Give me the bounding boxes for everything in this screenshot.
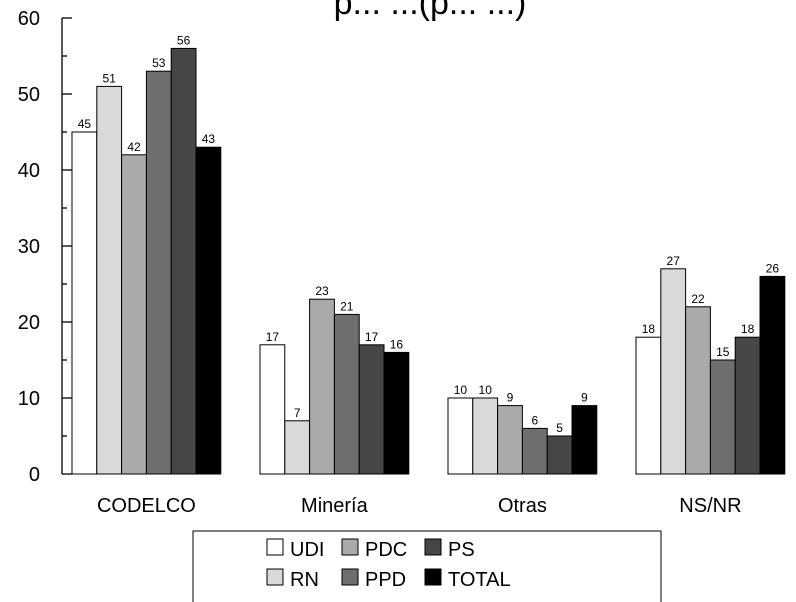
y-tick-label: 60 bbox=[18, 8, 40, 30]
legend-swatch bbox=[341, 568, 359, 586]
bar bbox=[121, 154, 147, 475]
bar bbox=[635, 336, 662, 475]
data-label: 18 bbox=[642, 322, 656, 336]
legend-items: UDI RN PDC PPD PS TOTAL bbox=[266, 538, 511, 591]
bar bbox=[571, 405, 598, 475]
bar bbox=[284, 420, 311, 475]
legend-label: PS bbox=[448, 539, 475, 561]
legend-swatch bbox=[266, 568, 284, 586]
data-label: 26 bbox=[766, 261, 780, 275]
data-label: 17 bbox=[266, 330, 280, 344]
data-label: 56 bbox=[177, 33, 191, 47]
bar bbox=[660, 268, 687, 475]
bar bbox=[170, 47, 197, 475]
data-label: 45 bbox=[78, 117, 92, 131]
bars bbox=[71, 47, 786, 475]
bar bbox=[759, 275, 786, 475]
data-label: 51 bbox=[103, 71, 117, 85]
legend-swatch bbox=[424, 568, 442, 586]
data-label: 16 bbox=[390, 337, 404, 351]
data-label: 43 bbox=[202, 132, 216, 146]
legend-swatch bbox=[424, 538, 442, 556]
y-tick-label: 10 bbox=[18, 388, 40, 410]
x-tick-label: Minería bbox=[301, 495, 369, 517]
y-axis: 0 10 20 30 40 50 60 bbox=[18, 8, 72, 486]
bar bbox=[447, 397, 474, 475]
legend-label: TOTAL bbox=[448, 569, 511, 591]
y-tick-label: 30 bbox=[18, 236, 40, 258]
bar bbox=[546, 435, 573, 475]
data-label: 10 bbox=[454, 383, 468, 397]
data-label: 53 bbox=[152, 56, 166, 70]
x-axis-tick-labels: CODELCO Minería Otras NS/NR bbox=[97, 495, 742, 517]
x-tick-label: NS/NR bbox=[679, 495, 741, 517]
y-tick-label: 20 bbox=[18, 312, 40, 334]
chart-title: p... ...(p... ...) bbox=[334, 0, 527, 22]
data-label: 18 bbox=[741, 322, 755, 336]
data-label: 27 bbox=[667, 254, 681, 268]
data-label: 23 bbox=[315, 284, 329, 298]
data-label: 6 bbox=[531, 413, 538, 427]
legend-label: PPD bbox=[365, 569, 406, 591]
data-label: 22 bbox=[691, 292, 705, 306]
data-label: 42 bbox=[127, 140, 141, 154]
bar bbox=[259, 344, 286, 475]
bar bbox=[358, 344, 385, 475]
data-label: 5 bbox=[556, 421, 563, 435]
bar bbox=[497, 405, 523, 475]
data-label: 10 bbox=[479, 383, 493, 397]
data-label: 9 bbox=[507, 391, 514, 405]
bar bbox=[195, 146, 222, 475]
bar bbox=[734, 336, 761, 475]
bar bbox=[145, 70, 172, 475]
x-tick-label: CODELCO bbox=[97, 495, 196, 517]
data-label: 21 bbox=[340, 299, 354, 313]
x-tick-label: Otras bbox=[498, 495, 547, 517]
legend-label: PDC bbox=[365, 539, 407, 561]
bar bbox=[709, 359, 736, 475]
bar bbox=[685, 306, 711, 475]
bar bbox=[71, 131, 98, 475]
bar bbox=[96, 85, 123, 475]
y-tick-label: 40 bbox=[18, 160, 40, 182]
legend-swatch bbox=[266, 538, 284, 556]
data-label: 15 bbox=[716, 345, 730, 359]
bar bbox=[472, 397, 499, 475]
bar bbox=[333, 313, 360, 475]
legend-swatch bbox=[341, 538, 359, 556]
data-labels: 45 51 42 53 56 43 17 7 23 21 17 16 10 10 9 6 5 9 18 27 22 15 1… bbox=[78, 33, 780, 435]
legend: UDI RN PDC PPD PS TOTAL bbox=[192, 530, 662, 602]
data-label: 17 bbox=[365, 330, 379, 344]
legend-label: UDI bbox=[290, 539, 324, 561]
bar bbox=[521, 427, 548, 475]
legend-label: RN bbox=[290, 569, 319, 591]
y-tick-label: 50 bbox=[18, 84, 40, 106]
bar bbox=[309, 298, 335, 475]
bar bbox=[383, 351, 410, 475]
y-tick-label: 0 bbox=[29, 464, 40, 486]
data-label: 9 bbox=[581, 391, 588, 405]
data-label: 7 bbox=[294, 406, 301, 420]
